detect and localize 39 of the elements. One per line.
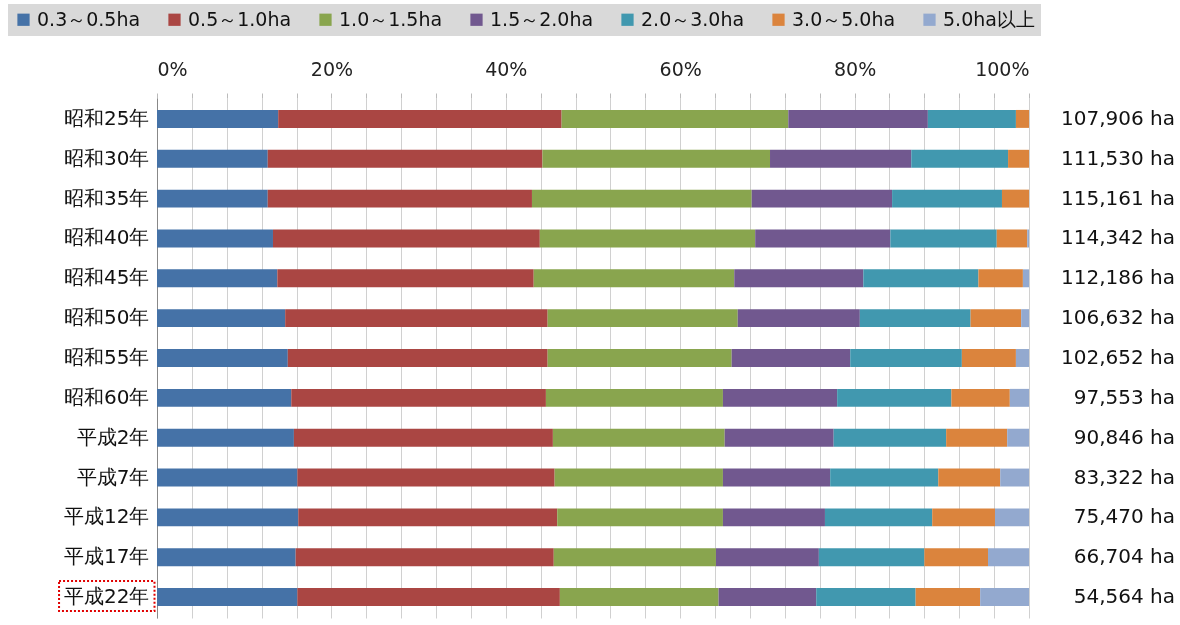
y-tick-label: 平成12年 [64, 504, 150, 529]
text: 107,906 ha [1061, 105, 1175, 130]
y-tick-label: 昭和25年 [64, 105, 150, 130]
y-tick-label: 昭和40年 [64, 225, 150, 250]
y-tick-label: 平成2年 [76, 424, 150, 449]
y-tick-label: 昭和50年 [64, 305, 150, 330]
text: 114,342 ha [1061, 225, 1175, 250]
legend-label: 3.0～5.0ha [792, 7, 896, 30]
text: 106,632 ha [1061, 305, 1175, 330]
x-tick-label: 100% [975, 57, 1030, 80]
text: 115,161 ha [1061, 185, 1175, 210]
text: 102,652 ha [1061, 345, 1175, 369]
y-tick-label: 昭和35年 [64, 185, 150, 210]
text: 66,704 ha [1073, 544, 1175, 569]
legend-label: 0.3～0.5ha [37, 7, 141, 30]
text: 75,470 ha [1073, 504, 1175, 529]
legend-label: 2.0～3.0ha [641, 7, 745, 30]
x-tick-label: 80% [833, 57, 877, 80]
x-tick-label: 0% [157, 57, 188, 80]
x-tick-label: 40% [485, 57, 528, 80]
text: 83,322 ha [1073, 464, 1175, 489]
y-tick-label: 平成22年 [64, 584, 150, 609]
text: 97,553 ha [1073, 384, 1175, 409]
text: 54,564 ha [1073, 584, 1175, 609]
text: 111,530 ha [1061, 145, 1175, 170]
legend-label: 0.5～1.0ha [188, 7, 292, 30]
y-tick-label: 平成7年 [76, 464, 150, 489]
y-tick-label: 昭和45年 [64, 265, 150, 290]
y-tick-label: 昭和55年 [64, 345, 150, 369]
x-tick-label: 20% [310, 57, 354, 80]
text: 90,846 ha [1073, 424, 1175, 449]
y-tick-label: 昭和30年 [64, 145, 150, 170]
y-tick-label: 昭和60年 [64, 384, 150, 409]
legend-label: 1.0～1.5ha [339, 7, 443, 30]
legend-label: 5.0ha以上 [943, 7, 1035, 30]
y-tick-label: 平成17年 [64, 544, 150, 569]
text: 112,186 ha [1061, 265, 1175, 290]
x-tick-label: 60% [659, 57, 702, 80]
legend-label: 1.5～2.0ha [490, 7, 594, 30]
